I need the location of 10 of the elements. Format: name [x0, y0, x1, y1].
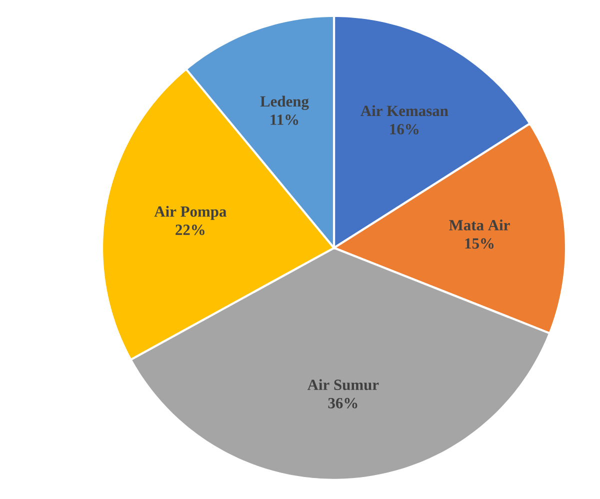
data-label: 22% — [176, 224, 204, 236]
slice-label: Air Pompa — [154, 206, 226, 220]
slice-label: Ledeng — [260, 96, 309, 110]
data-label: 36% — [328, 398, 358, 408]
slice-label: Air Kemasan — [360, 105, 448, 116]
slice-label: Air Sumur — [307, 379, 379, 390]
data-label: 11% — [270, 114, 298, 125]
slice-label: Mata Air — [449, 220, 510, 230]
data-label: 15% — [465, 238, 494, 249]
data-label: 16% — [390, 124, 418, 134]
